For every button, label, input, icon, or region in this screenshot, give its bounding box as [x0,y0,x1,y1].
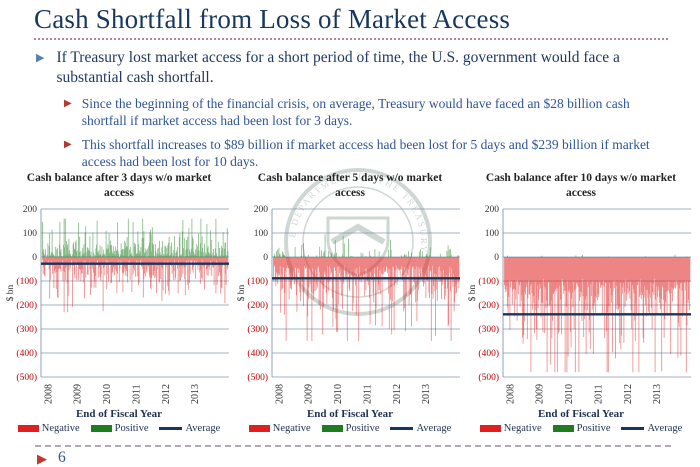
svg-text:200: 200 [254,205,269,215]
chart-legend: Negative Positive Average [467,423,695,434]
svg-text:(400): (400) [16,348,37,359]
bullet-sub-2: ▶ This shortfall increases to $89 billio… [64,136,672,170]
x-axis-label: End of Fiscal Year [537,408,625,420]
positive-swatch-icon [90,425,112,432]
svg-text:2008: 2008 [505,384,516,404]
bullet-arrow-icon: ▶ [64,97,72,109]
svg-text:2012: 2012 [392,384,403,404]
svg-text:200: 200 [23,205,38,215]
svg-text:2010: 2010 [102,384,113,404]
chart-plot-area: 200 100 0 (100) (200) (300) (400) (500) 2008 2009… [236,204,464,407]
bullet-arrow-icon: ▶ [36,52,45,65]
bullet-sub-1-text: Since the beginning of the financial cri… [81,95,630,128]
chart-title: Cash balance after 10 days w/o market ac… [485,172,677,199]
legend-positive: Positive [90,423,148,434]
svg-text:2010: 2010 [564,384,575,404]
svg-text:(200): (200) [16,300,37,311]
svg-text:(500): (500) [247,372,268,383]
chart-title: Cash balance after 3 days w/o market acc… [26,172,212,199]
legend-positive: Positive [321,423,379,434]
svg-text:2008: 2008 [43,384,54,404]
svg-text:100: 100 [254,229,269,239]
page-number: 6 [58,449,66,466]
bullet-list: ▶ If Treasury lost market access for a s… [36,48,672,170]
legend-negative: Negative [248,423,311,434]
x-axis-label: End of Fiscal Year [75,408,163,420]
svg-text:(300): (300) [478,324,499,335]
svg-text:2012: 2012 [161,384,172,404]
svg-text:$ bn: $ bn [467,284,478,301]
svg-text:0: 0 [263,253,268,263]
page-title: Cash Shortfall from Loss of Market Acces… [34,4,511,34]
positive-swatch-icon [321,425,343,432]
svg-text:0: 0 [494,253,499,263]
svg-text:(500): (500) [16,372,37,383]
svg-text:(200): (200) [478,300,499,311]
svg-text:$ bn: $ bn [5,284,16,301]
svg-text:2012: 2012 [623,384,634,404]
bullet-sub-1: ▶ Since the beginning of the financial c… [64,95,672,129]
legend-negative: Negative [479,423,542,434]
legend-average: Average [390,423,451,434]
svg-text:(100): (100) [247,276,268,287]
negative-swatch-icon [248,425,270,432]
negative-swatch-icon [479,425,501,432]
svg-text:2013: 2013 [421,384,432,404]
chart-5-days: Cash balance after 5 days w/o market acc… [236,171,464,434]
positive-swatch-icon [552,425,574,432]
negative-swatch-icon [17,425,39,432]
average-line-icon [621,427,645,430]
legend-negative: Negative [17,423,80,434]
chart-plot-area: 200 100 0 (100) (200) (300) (400) (500) 2008 2009… [5,204,233,407]
average-line-icon [390,427,414,430]
svg-text:100: 100 [485,229,500,239]
svg-text:2009: 2009 [535,384,546,404]
footer-arrow-icon: ▶ [37,450,47,466]
svg-text:(200): (200) [247,300,268,311]
svg-text:100: 100 [23,229,38,239]
legend-positive: Positive [552,423,610,434]
svg-text:0: 0 [32,253,37,263]
svg-text:(100): (100) [16,276,37,287]
svg-text:2011: 2011 [362,384,373,404]
svg-text:2010: 2010 [333,384,344,404]
x-axis-label: End of Fiscal Year [306,408,394,420]
chart-title: Cash balance after 5 days w/o market acc… [257,172,443,199]
chart-10-days: Cash balance after 10 days w/o market ac… [467,171,695,434]
svg-text:(500): (500) [478,372,499,383]
svg-text:(300): (300) [247,324,268,335]
svg-text:2011: 2011 [131,384,142,404]
svg-text:2009: 2009 [73,384,84,404]
svg-text:2013: 2013 [652,384,663,404]
bullet-sub-2-text: This shortfall increases to $89 billion … [81,136,650,169]
legend-average: Average [159,423,220,434]
svg-text:2009: 2009 [304,384,315,404]
bullet-arrow-icon: ▶ [64,138,72,150]
svg-text:2011: 2011 [593,384,604,404]
svg-text:2008: 2008 [274,384,285,404]
svg-text:200: 200 [485,205,500,215]
chart-plot-area: 200 100 0 (100) (200) (300) (400) (500) 2008 2009… [467,204,695,407]
chart-legend: Negative Positive Average [5,423,233,434]
svg-text:(300): (300) [16,324,37,335]
chart-3-days: Cash balance after 3 days w/o market acc… [5,171,233,434]
svg-text:(100): (100) [478,276,499,287]
svg-text:(400): (400) [247,348,268,359]
slide-header: Cash Shortfall from Loss of Market Acces… [34,4,668,41]
footer-divider [35,445,671,447]
charts-row: Cash balance after 3 days w/o market acc… [0,171,700,434]
bullet-main-text: If Treasury lost market access for a sho… [56,49,620,86]
svg-text:2013: 2013 [190,384,201,404]
bullet-main: ▶ If Treasury lost market access for a s… [36,48,672,88]
footer: ▶ 6 [37,449,66,467]
chart-legend: Negative Positive Average [236,423,464,434]
svg-text:(400): (400) [478,348,499,359]
svg-text:$ bn: $ bn [236,284,247,301]
legend-average: Average [621,423,682,434]
average-line-icon [159,427,183,430]
